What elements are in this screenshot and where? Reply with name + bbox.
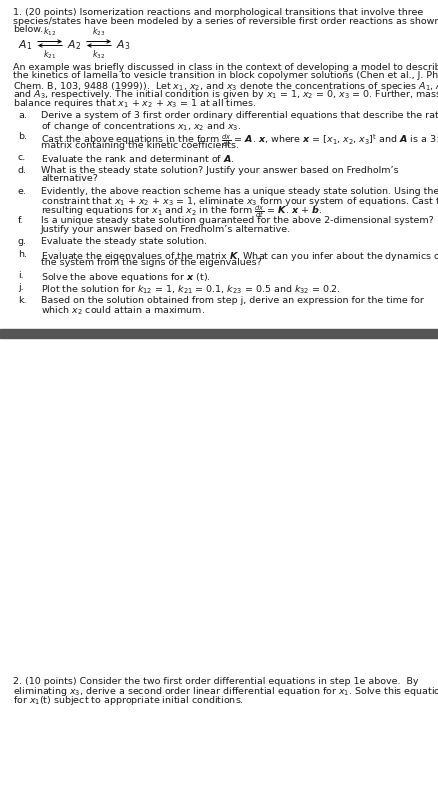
Text: the system from the signs of the eigenvalues?: the system from the signs of the eigenva… [41,258,261,267]
Text: $A_3$: $A_3$ [116,38,130,53]
Text: $A_2$: $A_2$ [67,38,81,53]
Text: f.: f. [18,216,24,225]
Text: Plot the solution for $k_{12}$ = 1, $k_{21}$ = 0.1, $k_{23}$ = 0.5 and $k_{32}$ : Plot the solution for $k_{12}$ = 1, $k_{… [41,283,340,296]
Text: $k_{32}$: $k_{32}$ [92,49,106,61]
Text: g.: g. [18,237,27,246]
Text: below.: below. [13,25,43,34]
Text: Evaluate the steady state solution.: Evaluate the steady state solution. [41,237,207,246]
Text: matrix containing the kinetic coefficients.: matrix containing the kinetic coefficien… [41,140,238,150]
Text: alternative?: alternative? [41,174,98,183]
Text: Evaluate the rank and determinant of $\boldsymbol{A}$.: Evaluate the rank and determinant of $\b… [41,153,234,164]
Text: Justify your answer based on Fredholm’s alternative.: Justify your answer based on Fredholm’s … [41,225,290,234]
Text: the kinetics of lamella to vesicle transition in block copolymer solutions (Chen: the kinetics of lamella to vesicle trans… [13,71,438,80]
Text: balance requires that $x_1$ + $x_2$ + $x_3$ = 1 at all times.: balance requires that $x_1$ + $x_2$ + $x… [13,96,256,109]
Text: Solve the above equations for $\boldsymbol{x}$ (t).: Solve the above equations for $\boldsymb… [41,270,211,284]
Text: c.: c. [18,153,26,162]
Text: $k_{23}$: $k_{23}$ [92,25,106,37]
Text: and $A_3$, respectively. The initial condition is given by $x_1$ = 1, $x_2$ = 0,: and $A_3$, respectively. The initial con… [13,88,438,101]
Text: of change of concentrations $x_1$, $x_2$ and $x_3$.: of change of concentrations $x_1$, $x_2$… [41,120,241,132]
Text: $k_{21}$: $k_{21}$ [43,49,57,61]
Text: for $x_1$(t) subject to appropriate initial conditions.: for $x_1$(t) subject to appropriate init… [13,694,244,707]
Text: Evidently, the above reaction scheme has a unique steady state solution. Using t: Evidently, the above reaction scheme has… [41,186,438,195]
Text: d.: d. [18,166,27,175]
Text: species/states have been modeled by a series of reversible first order reactions: species/states have been modeled by a se… [13,17,438,26]
Text: b.: b. [18,132,27,141]
Text: Derive a system of 3 first order ordinary differential equations that describe t: Derive a system of 3 first order ordinar… [41,111,438,120]
Text: An example was briefly discussed in class in the context of developing a model t: An example was briefly discussed in clas… [13,62,438,72]
Text: $A_1$: $A_1$ [18,38,32,53]
Text: 1. (20 points) Isomerization reactions and morphological transitions that involv: 1. (20 points) Isomerization reactions a… [13,8,422,17]
Text: constraint that $x_1$ + $x_2$ + $x_3$ = 1, eliminate $x_3$ form your system of e: constraint that $x_1$ + $x_2$ + $x_3$ = … [41,195,438,208]
Text: Cast the above equations in the form $\frac{dx}{dt}$ = $\boldsymbol{A}$. $\bolds: Cast the above equations in the form $\f… [41,132,438,149]
Text: e.: e. [18,186,27,195]
Text: Based on the solution obtained from step j, derive an expression for the time fo: Based on the solution obtained from step… [41,296,423,304]
Text: Is a unique steady state solution guaranteed for the above 2-dimensional system?: Is a unique steady state solution guaran… [41,216,433,225]
Text: 2. (10 points) Consider the two first order differential equations in step 1e ab: 2. (10 points) Consider the two first or… [13,677,417,686]
Text: j.: j. [18,283,24,292]
Text: $k_{12}$: $k_{12}$ [43,25,57,37]
Text: Chem. B, 103, 9488 (1999)).  Let $x_1$, $x_2$, and $x_3$ denote the concentratio: Chem. B, 103, 9488 (1999)). Let $x_1$, $… [13,80,438,92]
Text: h.: h. [18,249,27,258]
Text: What is the steady state solution? Justify your answer based on Fredholm’s: What is the steady state solution? Justi… [41,166,398,175]
Text: resulting equations for $x_1$ and $x_2$ in the form $\frac{dx}{dt}$ = $\boldsymb: resulting equations for $x_1$ and $x_2$ … [41,203,321,221]
Text: eliminating $x_3$, derive a second order linear differential equation for $x_1$.: eliminating $x_3$, derive a second order… [13,685,438,698]
Text: Evaluate the eigenvalues of the matrix $\boldsymbol{K}$. What can you infer abou: Evaluate the eigenvalues of the matrix $… [41,249,438,262]
Text: k.: k. [18,296,26,304]
Bar [0,328,438,337]
Text: which $x_2$ could attain a maximum.: which $x_2$ could attain a maximum. [41,304,205,316]
Text: i.: i. [18,270,24,280]
Text: a.: a. [18,111,27,120]
